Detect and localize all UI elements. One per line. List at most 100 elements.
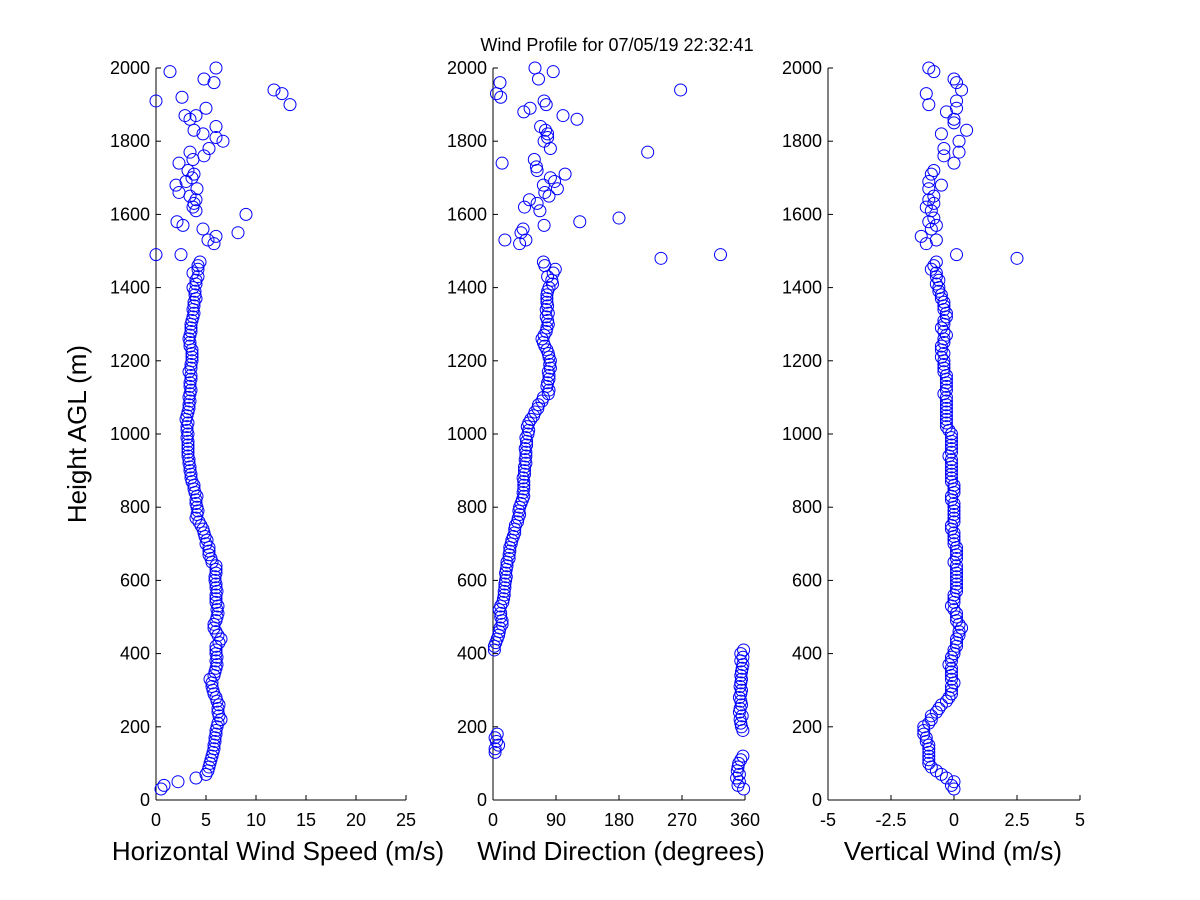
- x-tick-label: 90: [546, 810, 566, 830]
- data-point: [922, 98, 936, 112]
- chart-title: Wind Profile for 07/05/19 22:32:41: [480, 35, 753, 55]
- data-point: [209, 61, 223, 75]
- tick-group: 0 200 400 600 800 1000 1200 1400 1600 1800 2000 -5 -…: [782, 58, 1085, 830]
- data-point: [939, 390, 953, 404]
- data-point: [184, 372, 198, 386]
- data-point: [947, 603, 961, 617]
- data-point: [947, 537, 961, 551]
- data-point: [149, 248, 163, 262]
- data-point: [169, 178, 183, 192]
- data-point: [163, 65, 177, 79]
- data-point: [188, 284, 202, 298]
- data-point: [493, 621, 507, 635]
- data-point: [517, 482, 531, 496]
- data-point: [932, 702, 946, 715]
- data-point: [202, 544, 216, 558]
- data-point: [535, 332, 549, 346]
- data-point: [937, 365, 951, 379]
- data-point: [944, 471, 958, 485]
- data-point: [937, 346, 951, 360]
- y-tick-label: 1600: [447, 204, 487, 224]
- data-point: [939, 412, 953, 426]
- data-point: [546, 266, 560, 280]
- data-point: [737, 643, 751, 657]
- data-point: [556, 109, 570, 123]
- data-point: [952, 145, 966, 159]
- y-tick-label: 1000: [782, 424, 822, 444]
- data-point: [157, 778, 171, 792]
- data-point: [934, 321, 948, 335]
- data-points: [914, 61, 1024, 796]
- data-point: [944, 453, 958, 467]
- panel-horizontal-wind-speed: Height AGL (m) Horizontal Wind Speed (m/…: [62, 58, 444, 866]
- data-point: [203, 672, 217, 686]
- data-point: [181, 416, 195, 430]
- data-point: [929, 705, 943, 719]
- data-point: [714, 248, 727, 262]
- data-point: [654, 251, 668, 265]
- data-point: [947, 497, 961, 511]
- data-point: [541, 127, 555, 141]
- data-point: [927, 163, 941, 177]
- data-point: [733, 712, 747, 726]
- y-tick-label: 200: [120, 717, 150, 737]
- data-point: [944, 445, 958, 459]
- data-point: [947, 676, 961, 690]
- data-point: [209, 643, 223, 657]
- data-point: [184, 325, 198, 339]
- data-point: [730, 771, 744, 785]
- data-point: [944, 778, 958, 792]
- data-point: [540, 295, 554, 309]
- y-tick-label: 0: [477, 790, 487, 810]
- data-point: [929, 255, 943, 269]
- data-point: [542, 189, 556, 203]
- data-point: [960, 123, 974, 137]
- data-point: [197, 72, 211, 86]
- data-point: [209, 229, 223, 243]
- data-point: [532, 398, 545, 412]
- data-point: [209, 592, 223, 606]
- data-point: [947, 508, 961, 522]
- data-point: [947, 775, 961, 789]
- data-point: [185, 354, 199, 368]
- data-point: [212, 698, 226, 712]
- data-point: [950, 632, 964, 646]
- y-tick-label: 1000: [447, 424, 487, 444]
- x-tick-label: 180: [604, 810, 634, 830]
- data-point: [950, 562, 964, 576]
- data-point: [736, 658, 750, 672]
- data-point: [189, 204, 203, 218]
- data-point: [209, 562, 223, 576]
- y-tick-label: 1800: [447, 131, 487, 151]
- data-point: [283, 98, 297, 112]
- data-point: [508, 519, 522, 532]
- data-point: [490, 727, 504, 741]
- x-tick-label: 10: [246, 810, 266, 830]
- data-point: [492, 738, 506, 752]
- data-point: [927, 189, 941, 203]
- data-point: [950, 101, 964, 115]
- data-point: [539, 310, 553, 324]
- data-point: [181, 449, 195, 463]
- y-tick-label: 800: [120, 497, 150, 517]
- data-point: [488, 745, 502, 759]
- y-tick-label: 1800: [782, 131, 822, 151]
- data-point: [541, 365, 555, 379]
- data-point: [955, 621, 969, 635]
- data-point: [944, 672, 958, 686]
- data-point: [197, 149, 211, 163]
- data-point: [944, 661, 958, 675]
- data-point: [537, 328, 551, 342]
- data-point: [178, 109, 192, 123]
- data-point: [934, 127, 948, 141]
- y-tick-label: 1000: [110, 424, 150, 444]
- data-point: [513, 237, 527, 251]
- data-point: [527, 153, 541, 166]
- y-tick-label: 2000: [447, 58, 487, 78]
- data-point: [612, 211, 626, 225]
- data-point: [947, 116, 961, 130]
- data-point: [196, 522, 210, 536]
- data-point: [517, 478, 531, 492]
- data-point: [188, 288, 202, 302]
